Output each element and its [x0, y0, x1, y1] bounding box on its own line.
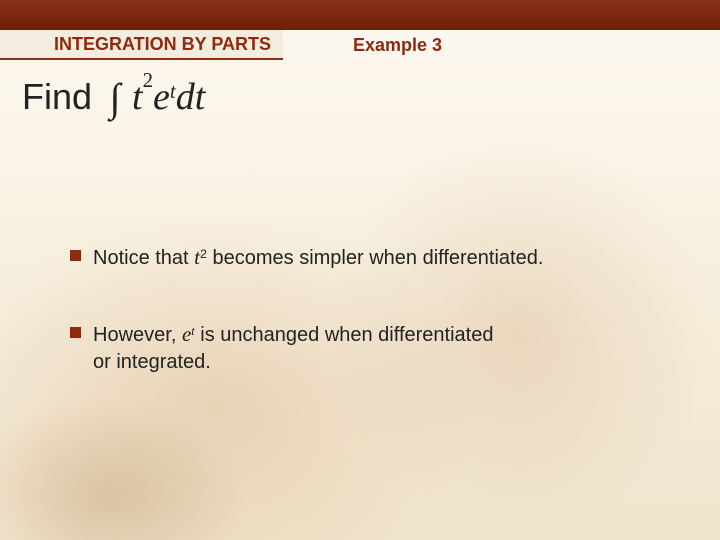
bullet-pre: However, [93, 324, 182, 346]
slide-title: INTEGRATION BY PARTS [54, 30, 283, 60]
bullet-marker-icon [70, 327, 81, 338]
example-label: Example 3 [283, 30, 720, 60]
math-dt: dt [176, 76, 206, 118]
header-spacer [0, 30, 54, 60]
bullet-post1: is unchanged when differentiated [195, 324, 494, 346]
list-item: However, et is unchanged when differenti… [70, 320, 690, 376]
bullet-pre: Notice that [93, 247, 194, 269]
math-exp-t: t [170, 79, 176, 103]
math-e: e [153, 76, 170, 118]
header-row: INTEGRATION BY PARTS Example 3 [0, 30, 720, 60]
top-accent-bar [0, 0, 720, 30]
bullet-math-sup: t [191, 324, 194, 338]
list-item: Notice that t2 becomes simpler when diff… [70, 243, 690, 272]
bullet-math-sup: 2 [200, 247, 207, 261]
bullet-marker-icon [70, 250, 81, 261]
bullet-post: becomes simpler when differentiated. [207, 247, 543, 269]
math-exp-2: 2 [143, 68, 153, 92]
integral-sign: ∫ [102, 75, 123, 120]
bullet-list: Notice that t 2 becomes simpler when diff… [70, 243, 690, 424]
bullet-text: Notice that t2 becomes simpler when diff… [93, 243, 690, 272]
bullet-text: However, et is unchanged when differenti… [93, 320, 690, 376]
math-t: t [132, 76, 143, 118]
bullet-math-base: e [182, 322, 191, 346]
problem-prefix: Find [22, 76, 92, 117]
bullet-post2: or integrated. [93, 351, 211, 373]
header-left: INTEGRATION BY PARTS [0, 30, 283, 60]
problem-statement: Find ∫ t2etdt [22, 72, 205, 119]
